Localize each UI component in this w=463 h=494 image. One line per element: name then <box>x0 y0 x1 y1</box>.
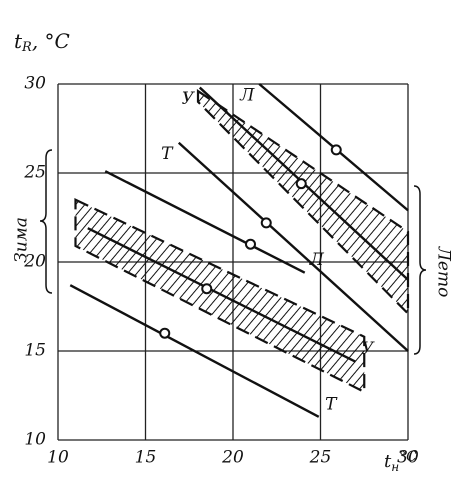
x-tick-label: 25 <box>309 448 332 468</box>
series-line <box>177 141 409 352</box>
line-label: У <box>361 339 375 359</box>
side-label: Зима <box>12 217 32 263</box>
y-axis-label: tR, °C <box>14 29 70 55</box>
x-tick-label: 20 <box>221 448 244 468</box>
y-tick-label: 15 <box>24 341 46 361</box>
series-line <box>104 170 306 274</box>
series-line <box>87 227 357 363</box>
hatched-band <box>196 89 410 317</box>
x-tick-label: 30 <box>397 448 419 468</box>
x-axis-label: tн°C <box>384 449 417 474</box>
y-tick-label: 25 <box>23 163 46 183</box>
x-tick-label: 15 <box>135 448 157 468</box>
point-marker <box>245 238 256 250</box>
x-tick-label: 10 <box>47 448 69 468</box>
point-marker <box>159 327 171 339</box>
line-label: Т <box>161 144 174 164</box>
point-marker <box>260 217 272 229</box>
y-tick-label: 10 <box>24 430 46 450</box>
hatched-band <box>74 197 366 394</box>
line-label: Л <box>239 86 255 106</box>
y-tick-label: 20 <box>23 252 46 272</box>
line-label: У <box>182 89 196 109</box>
series-line <box>69 284 320 418</box>
winter-brace <box>39 149 53 294</box>
point-marker <box>201 283 213 295</box>
side-label: Лето <box>434 246 454 298</box>
y-tick-label: 30 <box>24 74 46 94</box>
point-marker <box>295 178 307 190</box>
line-label: Т <box>325 394 338 414</box>
point-marker <box>330 144 342 156</box>
summer-brace <box>413 185 427 355</box>
